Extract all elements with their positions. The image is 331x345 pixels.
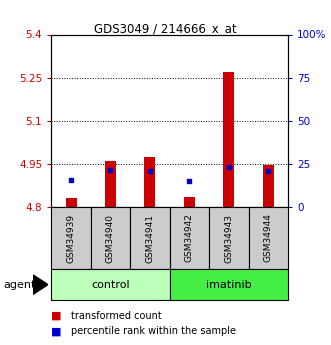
Text: GSM34943: GSM34943 [224, 214, 233, 263]
Text: ■: ■ [51, 326, 62, 336]
Bar [169, 207, 209, 269]
Bar [223, 72, 234, 207]
Text: imatinib: imatinib [206, 280, 252, 289]
Bar [51, 269, 169, 300]
Text: transformed count: transformed count [71, 311, 162, 321]
Text: agent: agent [3, 280, 36, 289]
Text: GDS3049 / 214666_x_at: GDS3049 / 214666_x_at [94, 22, 237, 36]
Bar [209, 207, 249, 269]
Bar [144, 157, 156, 207]
Bar [263, 165, 274, 207]
Text: GSM34940: GSM34940 [106, 214, 115, 263]
Text: GSM34944: GSM34944 [264, 214, 273, 263]
Text: GSM34942: GSM34942 [185, 214, 194, 263]
Bar [130, 207, 169, 269]
Bar [249, 207, 288, 269]
Bar [184, 197, 195, 207]
Text: control: control [91, 280, 130, 289]
Bar [51, 207, 91, 269]
Bar [66, 198, 76, 207]
Bar [105, 161, 116, 207]
Text: GSM34941: GSM34941 [145, 214, 155, 263]
Bar [169, 269, 288, 300]
Bar [91, 207, 130, 269]
Text: GSM34939: GSM34939 [67, 214, 75, 263]
Text: ■: ■ [51, 311, 62, 321]
Text: percentile rank within the sample: percentile rank within the sample [71, 326, 236, 336]
Polygon shape [33, 275, 48, 294]
